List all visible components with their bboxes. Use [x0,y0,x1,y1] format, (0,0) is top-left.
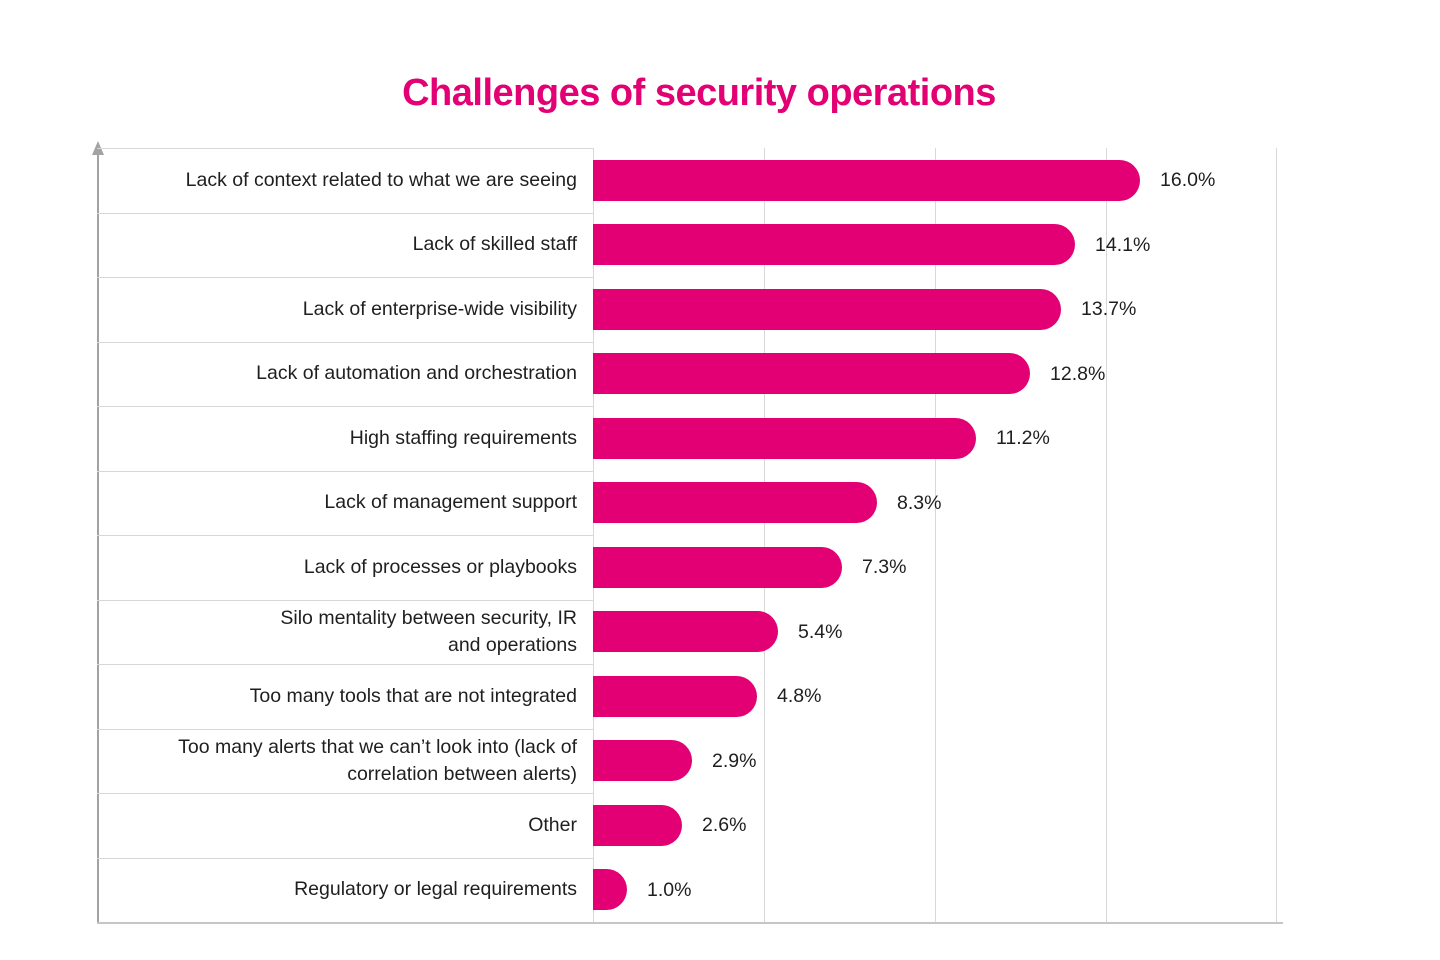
row-divider [97,342,593,343]
value-label: 4.8% [777,685,822,707]
category-label: Silo mentality between security, IR and … [280,607,577,656]
row-divider [97,729,593,730]
value-label: 2.9% [712,750,757,772]
category-label: Too many tools that are not integrated [249,685,577,707]
bar [593,160,1140,201]
bar [593,224,1075,265]
gridline-20pct [1276,148,1277,922]
category-label: Lack of automation and orchestration [256,362,577,384]
category-label: Lack of management support [324,491,577,513]
row-divider [97,535,593,536]
value-label: 2.6% [702,814,747,836]
value-label: 14.1% [1095,234,1151,256]
value-label: 13.7% [1081,298,1137,320]
gridline-10pct [935,148,936,922]
category-label: Other [528,814,577,836]
bar [593,611,778,652]
y-axis-line [97,152,99,922]
row-divider [97,277,593,278]
row-divider [97,148,593,149]
bar [593,353,1030,394]
gridline-15pct [1106,148,1107,922]
category-label: Too many alerts that we can’t look into … [178,736,577,785]
row-divider [97,664,593,665]
category-label: High staffing requirements [349,427,577,449]
value-label: 11.2% [996,427,1050,449]
value-label: 12.8% [1050,363,1106,385]
bar [593,740,692,781]
bar [593,289,1061,330]
row-divider [97,213,593,214]
bar [593,418,976,459]
row-divider [97,858,593,859]
bar [593,547,842,588]
bar [593,482,877,523]
value-label: 5.4% [798,621,843,643]
row-divider [97,600,593,601]
value-label: 1.0% [647,879,692,901]
bar [593,805,682,846]
value-label: 8.3% [897,492,942,514]
value-label: 16.0% [1160,169,1216,191]
gridline-5pct [764,148,765,922]
bar [593,869,627,910]
category-label: Regulatory or legal requirements [294,878,577,900]
bar [593,676,757,717]
category-label: Lack of context related to what we are s… [185,169,577,191]
category-label: Lack of skilled staff [412,233,577,255]
row-divider [97,406,593,407]
gridline-0pct [593,148,594,922]
category-label: Lack of processes or playbooks [303,556,577,578]
x-baseline [97,922,1283,924]
value-label: 7.3% [862,556,907,578]
row-divider [97,471,593,472]
chart-title: Challenges of security operations [402,72,996,114]
row-divider [97,793,593,794]
category-label: Lack of enterprise-wide visibility [302,298,577,320]
